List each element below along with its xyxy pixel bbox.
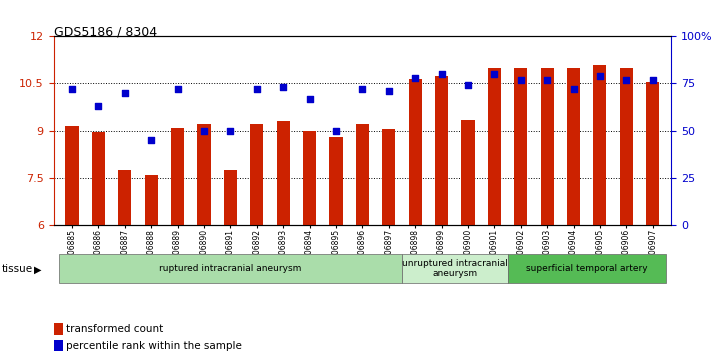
Bar [356,125,369,225]
Point [620,77,632,83]
Text: percentile rank within the sample: percentile rank within the sample [66,340,242,351]
Point [251,86,263,92]
Bar [540,68,554,225]
Point [66,86,78,92]
Point [436,71,447,77]
Bar [250,125,263,225]
Point [304,96,316,102]
Point [383,88,394,94]
Bar [119,170,131,225]
Point [488,71,500,77]
Bar [435,76,448,225]
Point [409,75,421,81]
Text: tissue: tissue [2,264,34,274]
Bar [567,68,580,225]
Point [93,103,104,109]
Point [198,128,210,134]
Text: transformed count: transformed count [66,324,164,334]
Bar [59,254,402,283]
Bar [461,120,475,225]
Point [146,137,157,143]
Bar [223,170,237,225]
Bar [514,68,528,225]
Bar [92,132,105,225]
Point [225,128,236,134]
Point [541,77,553,83]
Bar [646,82,659,225]
Bar [402,254,508,283]
Bar [408,79,422,225]
Point [647,77,658,83]
Point [119,90,131,96]
Point [356,86,368,92]
Bar [593,65,606,225]
Bar [508,254,666,283]
Point [172,86,183,92]
Bar [145,175,158,225]
Point [594,73,605,79]
Text: GDS5186 / 8304: GDS5186 / 8304 [54,25,156,38]
Text: ▶: ▶ [34,264,42,274]
Point [515,77,526,83]
Bar [276,121,290,225]
Bar [197,125,211,225]
Bar [171,127,184,225]
Point [278,84,289,90]
Text: unruptured intracranial
aneurysm: unruptured intracranial aneurysm [402,259,508,278]
Bar [488,68,501,225]
Bar [303,131,316,225]
Bar [329,137,343,225]
Bar [66,126,79,225]
Text: superficial temporal artery: superficial temporal artery [526,264,648,273]
Point [568,86,579,92]
Bar [382,129,396,225]
Text: ruptured intracranial aneurysm: ruptured intracranial aneurysm [159,264,301,273]
Bar [620,68,633,225]
Point [462,82,473,88]
Point [331,128,342,134]
